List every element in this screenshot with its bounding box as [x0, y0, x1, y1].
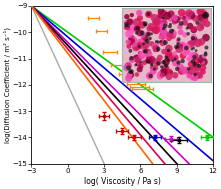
X-axis label: log( Viscosity / Pa s): log( Viscosity / Pa s): [84, 177, 161, 186]
Y-axis label: log(Diffusion Coefficient / m² s⁻¹): log(Diffusion Coefficient / m² s⁻¹): [4, 27, 11, 143]
